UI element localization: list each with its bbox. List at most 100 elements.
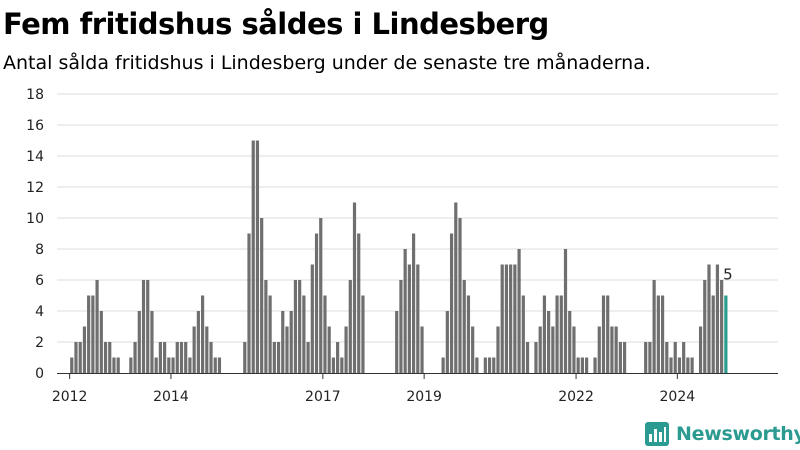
- brand-name: Newsworthy: [676, 423, 800, 445]
- x-tick-label: 2017: [305, 389, 341, 405]
- bar: [146, 280, 150, 373]
- bar: [610, 326, 614, 373]
- bar-value-label: 5: [723, 266, 733, 284]
- bar-highlighted: [724, 295, 728, 373]
- bar: [547, 311, 551, 373]
- bar: [441, 357, 445, 373]
- bar: [87, 295, 91, 373]
- bar: [327, 326, 331, 373]
- bar: [466, 295, 471, 373]
- y-tick-label: 18: [26, 87, 44, 103]
- bar: [272, 342, 276, 373]
- bar: [70, 357, 74, 373]
- chart-subtitle: Antal sålda fritidshus i Lindesberg unde…: [3, 52, 651, 74]
- y-tick-label: 2: [35, 335, 44, 351]
- bar: [475, 357, 479, 373]
- bar: [669, 357, 673, 373]
- bar: [454, 202, 458, 373]
- bar: [656, 295, 660, 373]
- bar: [192, 326, 196, 373]
- bar: [462, 280, 466, 373]
- bar: [243, 342, 247, 373]
- bars: [70, 140, 728, 373]
- x-axis: [57, 373, 778, 379]
- bar: [158, 342, 162, 373]
- bar: [179, 342, 184, 373]
- bar: [652, 280, 656, 373]
- bar: [209, 342, 213, 373]
- bar: [217, 357, 222, 373]
- bar: [720, 280, 724, 373]
- bar: [420, 326, 424, 373]
- y-tick-label: 12: [26, 180, 44, 196]
- bar: [247, 233, 251, 373]
- y-tick-label: 4: [35, 304, 44, 320]
- bar: [698, 326, 703, 373]
- bar: [150, 311, 154, 373]
- bar: [411, 233, 416, 373]
- bar: [618, 342, 622, 373]
- bar: [542, 295, 547, 373]
- bar: [188, 357, 192, 373]
- y-tick-label: 6: [35, 273, 44, 289]
- bar: [555, 295, 559, 373]
- brand-logo: Newsworthy: [645, 420, 800, 448]
- bar: [509, 264, 513, 373]
- bar: [314, 233, 319, 373]
- bar: [593, 357, 597, 373]
- bar: [445, 311, 449, 373]
- bar: [597, 326, 601, 373]
- bar: [551, 326, 555, 373]
- bar: [471, 326, 475, 373]
- bar: [517, 249, 521, 373]
- bar: [500, 264, 504, 373]
- bar: [289, 311, 293, 373]
- bar: [129, 357, 133, 373]
- bar: [665, 342, 669, 373]
- bar: [200, 295, 205, 373]
- bar: [293, 280, 298, 373]
- bar: [648, 342, 652, 373]
- bar: [458, 218, 462, 373]
- bar: [487, 357, 492, 373]
- bar: [116, 357, 120, 373]
- bar: [319, 218, 323, 373]
- newsworthy-logo-icon: [645, 422, 669, 446]
- bar: [601, 295, 606, 373]
- bar: [525, 342, 530, 373]
- bar: [407, 264, 411, 373]
- bar: [572, 326, 576, 373]
- bar: [302, 295, 306, 373]
- bar: [660, 295, 665, 373]
- bar: [137, 311, 141, 373]
- x-tick-label: 2014: [153, 389, 189, 405]
- bar: [538, 326, 542, 373]
- bar: [399, 280, 403, 373]
- bar: [686, 357, 690, 373]
- bar: [133, 342, 137, 373]
- bar: [534, 342, 538, 373]
- bar: [276, 342, 281, 373]
- bar: [99, 311, 103, 373]
- bar: [568, 311, 572, 373]
- bar: [416, 264, 420, 373]
- bar: [715, 264, 720, 373]
- bar: [196, 311, 200, 373]
- y-axis-tick-labels: 0 2 4 6 8 10 12 14 16 18: [26, 87, 44, 382]
- bar: [703, 280, 707, 373]
- bar: [264, 280, 268, 373]
- bar: [167, 357, 171, 373]
- bar: [496, 326, 500, 373]
- x-tick-label: 2012: [52, 389, 88, 405]
- bar: [690, 357, 694, 373]
- bar: [673, 342, 677, 373]
- bar: [260, 218, 264, 373]
- bar: [357, 233, 361, 373]
- bar: [251, 140, 255, 373]
- bar: [563, 249, 568, 373]
- bar: [171, 357, 175, 373]
- bar: [403, 249, 407, 373]
- bar: [95, 280, 99, 373]
- bar: [74, 342, 78, 373]
- bar: [580, 357, 584, 373]
